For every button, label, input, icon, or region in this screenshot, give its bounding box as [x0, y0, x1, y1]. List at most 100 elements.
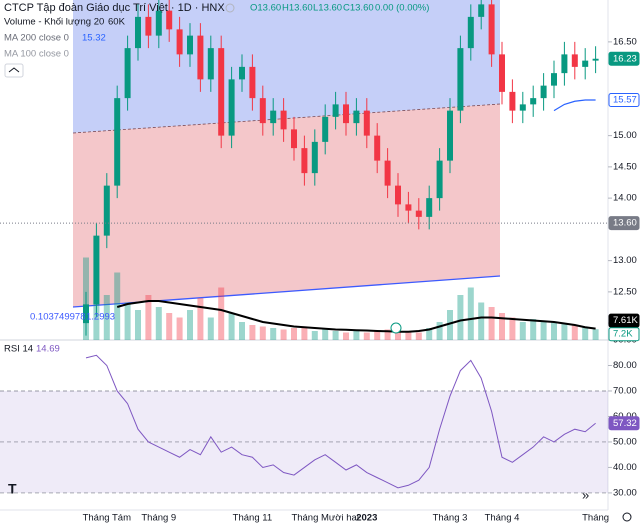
- candle-body: [280, 110, 287, 130]
- candle-body: [249, 66, 256, 99]
- price-badge: [608, 327, 640, 342]
- volume-bar: [103, 295, 110, 340]
- candle-body: [457, 48, 464, 111]
- collapse-button[interactable]: [4, 63, 24, 78]
- volume-bar: [374, 331, 381, 340]
- volume-bar: [457, 295, 464, 340]
- candle-body: [519, 104, 526, 111]
- price-badge-label: 13.60: [613, 218, 637, 229]
- candle-body: [499, 54, 505, 92]
- volume-bar: [540, 320, 547, 340]
- y-tick-label: 16.50: [613, 36, 637, 47]
- candle-body: [592, 58, 599, 61]
- candle-body: [166, 10, 173, 30]
- y-tick-label: 14.50: [613, 161, 637, 172]
- price-badge: [608, 416, 640, 431]
- scroll-button[interactable]: »: [582, 487, 589, 502]
- candle-body: [197, 35, 204, 80]
- volume-bar: [332, 331, 339, 340]
- rsi-header-value: 14.69: [36, 344, 60, 355]
- volume-bar: [509, 317, 516, 340]
- candle-body: [488, 4, 495, 55]
- volume-bar: [207, 317, 214, 340]
- candle-body: [228, 79, 235, 136]
- volume-bar: [571, 325, 578, 340]
- candle-body: [343, 104, 349, 124]
- channel-bottom: [73, 104, 500, 307]
- rsi-tick-label: 30.00: [613, 487, 637, 498]
- price-badge-label: 7.2K: [613, 329, 633, 340]
- candle-body: [124, 48, 131, 99]
- ohlc-change: 0.00 (0.00%): [375, 3, 429, 14]
- candle-body: [384, 160, 391, 186]
- channel-mid: [72, 103, 501, 134]
- volume-bar: [187, 310, 193, 340]
- candle-body: [83, 304, 89, 324]
- x-tick-label: Tháng: [582, 513, 609, 524]
- volume-bar: [270, 328, 277, 340]
- candle-body: [114, 98, 121, 186]
- candle-body: [467, 16, 474, 49]
- candle-body: [405, 204, 412, 211]
- volume-bar: [322, 329, 329, 340]
- event-marker[interactable]: [390, 322, 402, 334]
- x-tick-label: Tháng 11: [233, 513, 272, 524]
- candle-body: [363, 110, 370, 136]
- volume-value: 60K: [108, 17, 126, 28]
- volume-bar: [561, 323, 568, 340]
- price-badge-label: 15.57: [613, 95, 637, 106]
- candle-body: [145, 16, 152, 36]
- candle-body: [353, 110, 360, 124]
- volume-bar: [197, 298, 204, 340]
- volume-ma-line: [116, 300, 596, 333]
- volume-bar: [343, 332, 349, 340]
- tv-logo[interactable]: T: [8, 481, 17, 497]
- x-tick-label: Tháng 4: [485, 513, 520, 524]
- candle-body: [322, 116, 329, 142]
- candle-body: [291, 129, 297, 149]
- ohlc-high: H13.60: [282, 3, 313, 14]
- volume-bar: [176, 317, 183, 340]
- candle-body: [103, 185, 110, 236]
- volume-bar: [249, 325, 256, 340]
- volume-bar: [384, 329, 391, 340]
- volume-bar: [239, 322, 245, 340]
- volume-bar: [311, 331, 318, 340]
- status-dot: [225, 3, 235, 13]
- volume-bar: [405, 331, 412, 340]
- volume-bar: [415, 332, 422, 340]
- volume-bar: [280, 329, 287, 340]
- volume-bar: [426, 328, 433, 340]
- candle-body: [436, 160, 443, 199]
- price-badge: [608, 313, 640, 328]
- candle-body: [478, 4, 485, 17]
- ma100-label[interactable]: MA 100 close 0: [4, 49, 69, 60]
- volume-bar: [259, 326, 266, 340]
- price-badge-label: 16.23: [613, 53, 637, 64]
- candle-body: [239, 66, 245, 80]
- rsi-line: [85, 354, 596, 489]
- candle-body: [571, 54, 578, 67]
- ohlc-close: C13.60: [343, 3, 374, 14]
- rsi-tick-label: 40.00: [613, 462, 637, 473]
- ma200-value: 15.32: [82, 33, 106, 44]
- y-tick-label: 15.00: [613, 130, 637, 141]
- volume-bar: [592, 329, 599, 340]
- header: CTCP Tập đoàn Giáo dục Trí Việt · 1D · H…: [4, 2, 632, 522]
- volume-bar: [519, 322, 526, 340]
- candle-body: [551, 73, 557, 86]
- volume-bar: [166, 313, 173, 340]
- volume-bar: [395, 328, 401, 340]
- candle-body: [259, 98, 266, 124]
- ma200-label[interactable]: MA 200 close 0: [4, 33, 69, 44]
- volume-bar: [363, 332, 370, 340]
- y-tick-label: 14.00: [613, 193, 637, 204]
- candle-body: [374, 135, 381, 161]
- symbol-title[interactable]: CTCP Tập đoàn Giáo dục Trí Việt · 1D · H…: [4, 2, 225, 14]
- rsi-label[interactable]: RSI 14: [4, 344, 33, 355]
- settings-icon[interactable]: [622, 512, 632, 522]
- volume-label[interactable]: Volume - Khối lượng 20: [4, 17, 104, 28]
- x-tick-label: Tháng Mười hai: [291, 513, 359, 524]
- channel-label: 0.103749978: [30, 312, 85, 323]
